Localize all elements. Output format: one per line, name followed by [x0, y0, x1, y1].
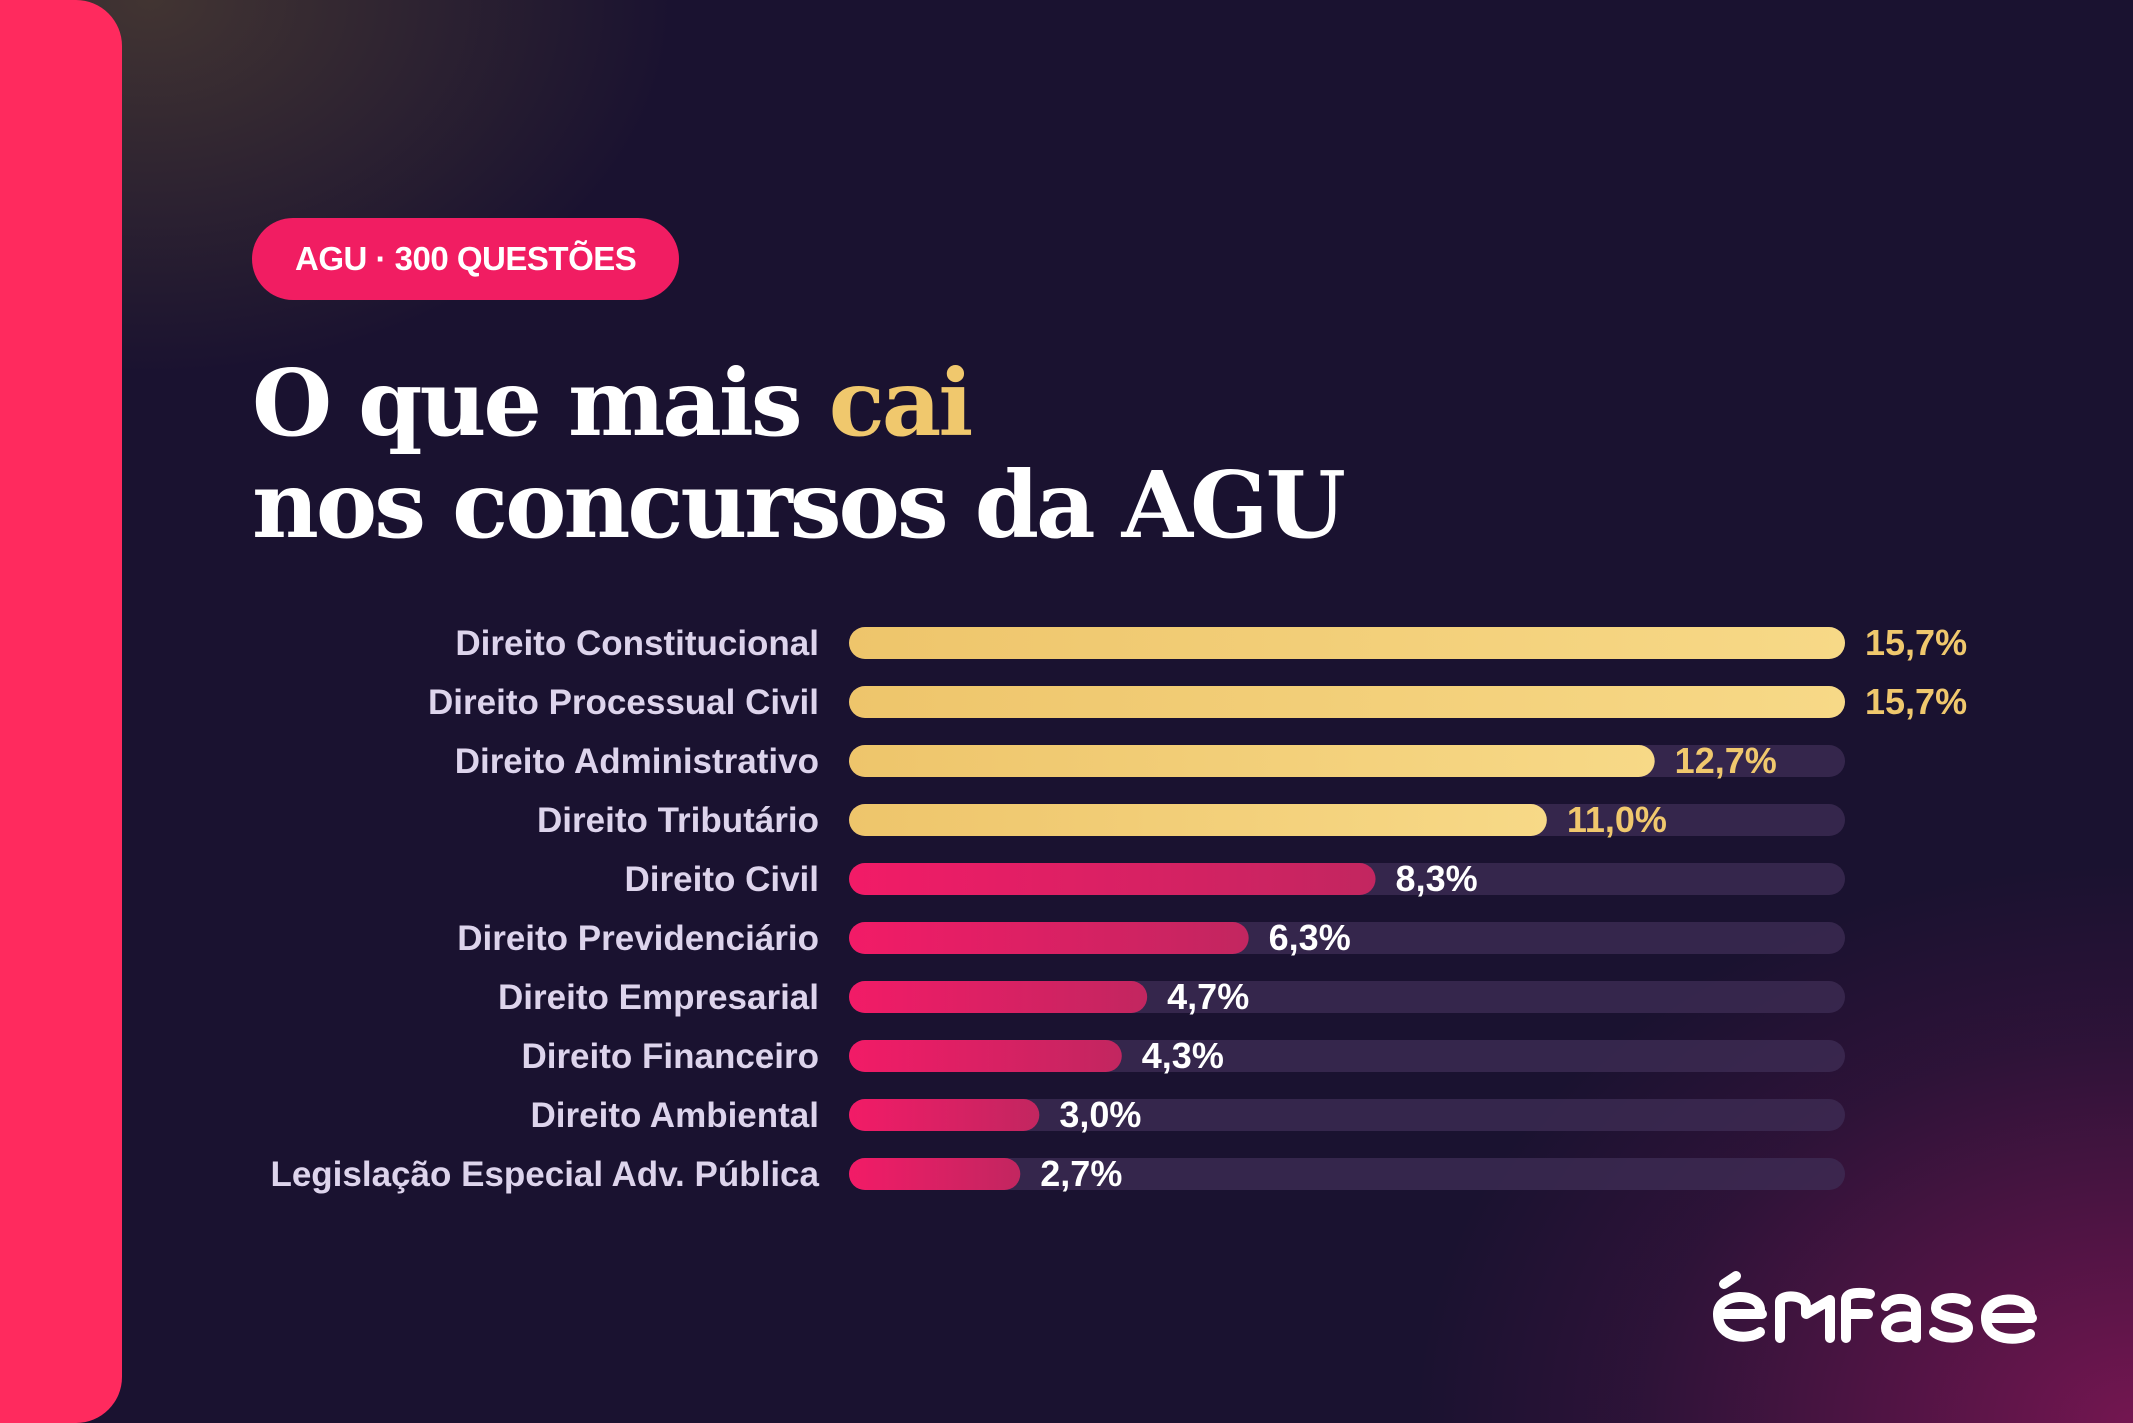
headline-highlight: cai	[828, 349, 974, 457]
category-label: Direito Processual Civil	[428, 683, 819, 722]
category-label: Direito Tributário	[537, 801, 819, 840]
bar-row: Direito Civil 8,3%	[625, 858, 1845, 899]
value-label: 3,0%	[1059, 1094, 1141, 1135]
category-label: Direito Previdenciário	[457, 919, 819, 958]
bar	[849, 981, 1148, 1013]
value-label: 8,3%	[1396, 858, 1478, 899]
category-label: Direito Empresarial	[498, 978, 819, 1017]
bar-row: Legislação Especial Adv. Pública 2,7%	[270, 1153, 1845, 1194]
category-label: Legislação Especial Adv. Pública	[270, 1155, 819, 1194]
enfase-logo	[1713, 1271, 2037, 1344]
bar-track	[849, 1158, 1845, 1190]
bar-row: Direito Ambiental 3,0%	[531, 1094, 1845, 1135]
bar-row: Direito Previdenciário 6,3%	[457, 917, 1845, 958]
value-label: 6,3%	[1269, 917, 1351, 958]
value-label: 2,7%	[1040, 1153, 1122, 1194]
category-label: Direito Administrativo	[455, 742, 819, 781]
category-label: Direito Financeiro	[521, 1037, 819, 1076]
bar	[849, 1158, 1021, 1190]
accent-side-strip	[0, 0, 122, 1423]
headline-line-1-text: O que mais	[252, 349, 829, 457]
value-label: 15,7%	[1865, 622, 1967, 663]
bar-track	[849, 1099, 1845, 1131]
category-label: Direito Civil	[625, 860, 819, 899]
bar-row: Direito Tributário 11,0%	[537, 799, 1845, 840]
bar	[849, 627, 1845, 659]
bar-row: Direito Financeiro 4,3%	[521, 1035, 1845, 1076]
headline-line-2: nos concursos da AGU	[252, 451, 1346, 559]
value-label: 15,7%	[1865, 681, 1967, 722]
bar	[849, 804, 1547, 836]
bar	[849, 1040, 1122, 1072]
bar-row: Direito Administrativo 12,7%	[455, 740, 1845, 781]
bar	[849, 863, 1376, 895]
category-label: Direito Constitucional	[455, 624, 819, 663]
bar	[849, 1099, 1040, 1131]
value-label: 12,7%	[1675, 740, 1777, 781]
bar	[849, 686, 1845, 718]
category-label: Direito Ambiental	[531, 1096, 819, 1135]
bar-row: Direito Processual Civil 15,7%	[428, 681, 1967, 722]
headline-line-1: O que mais cai	[252, 352, 1343, 454]
value-label: 11,0%	[1567, 799, 1667, 840]
bar-row: Direito Constitucional 15,7%	[455, 622, 1967, 663]
bar-row: Direito Empresarial 4,7%	[498, 976, 1845, 1017]
bar	[849, 745, 1655, 777]
value-label: 4,7%	[1167, 976, 1249, 1017]
bar	[849, 922, 1249, 954]
topic-badge: AGU · 300 QUESTÕES	[252, 218, 680, 300]
value-label: 4,3%	[1142, 1035, 1224, 1076]
headline: O que mais cai nos concursos da AGU	[252, 352, 1346, 559]
